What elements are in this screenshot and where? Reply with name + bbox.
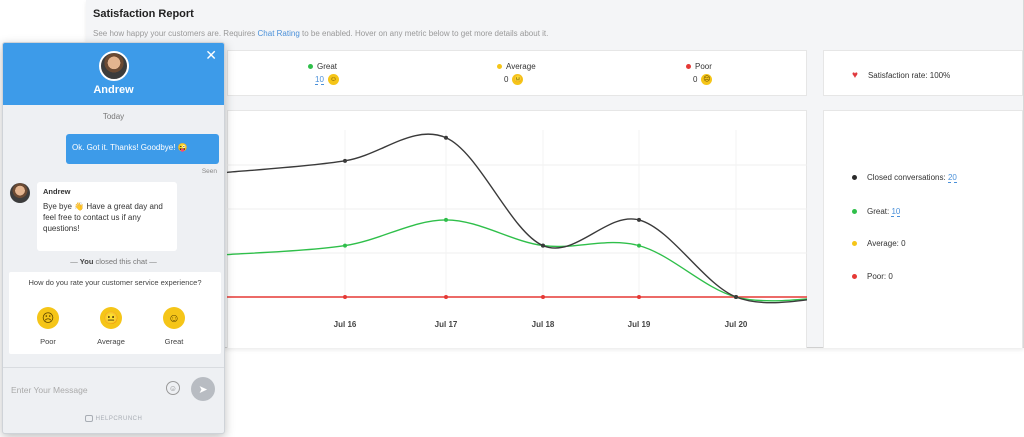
smile-icon: ☺ — [327, 74, 339, 85]
legend-poor[interactable]: Poor: 0 — [852, 272, 893, 281]
closed-dot-icon — [852, 175, 857, 180]
poor-dot-icon — [852, 274, 857, 279]
metric-value[interactable]: 10 — [315, 74, 324, 85]
data-point — [343, 295, 347, 299]
metric-value: 0 — [504, 75, 509, 84]
rate-label: Average — [97, 337, 125, 346]
agent-avatar — [99, 51, 129, 81]
satisfaction-report-panel: Satisfaction Report See how happy your c… — [86, 0, 1024, 348]
metrics-card: Great 10 ☺ Average 0 😐 Poor 0 ☹ — [227, 50, 807, 96]
report-title: Satisfaction Report — [93, 8, 194, 20]
data-point — [444, 217, 448, 222]
data-point — [637, 243, 641, 248]
great-dot-icon — [308, 64, 313, 69]
legend-average[interactable]: Average: 0 — [852, 239, 906, 248]
legend-label: Average: — [867, 239, 899, 248]
incoming-message: Andrew Bye bye 👋 Have a great day and fe… — [37, 182, 177, 251]
x-tick-label: Jul 17 — [435, 320, 458, 329]
rate-average-button[interactable]: 😐 Average — [86, 307, 136, 346]
rating-question: How do you rate your customer service ex… — [28, 278, 202, 287]
rate-label: Great — [164, 337, 184, 346]
data-point — [444, 135, 448, 140]
agent-avatar-small — [10, 183, 30, 203]
average-dot-icon — [497, 64, 502, 69]
metric-label: Great — [317, 62, 338, 71]
helpcrunch-logo-icon — [84, 415, 93, 422]
data-point — [343, 158, 347, 163]
closed-rest: closed this chat — — [93, 257, 157, 266]
x-tick-label: Jul 18 — [532, 320, 555, 329]
send-icon[interactable]: ➤ — [191, 377, 215, 401]
great-dot-icon — [852, 209, 857, 214]
sad-face-icon: ☹ — [37, 307, 59, 329]
legend-value: 0 — [901, 239, 906, 248]
emoji-icon[interactable]: ☺ — [166, 381, 180, 395]
message-sender: Andrew — [43, 187, 71, 196]
poor-dot-icon — [686, 64, 691, 69]
legend-card: Closed conversations: 20 Great: 10 Avera… — [823, 110, 1023, 348]
chat-rating-link[interactable]: Chat Rating — [257, 29, 300, 38]
date-divider: Today — [102, 112, 125, 121]
message-input[interactable] — [11, 381, 161, 399]
rate-label: Satisfaction rate: — [867, 71, 928, 80]
subtitle-text: See how happy your customers are. Requir… — [93, 29, 258, 38]
neutral-face-icon: 😐 — [100, 307, 122, 329]
closed-you: You — [79, 257, 94, 266]
data-point — [734, 295, 738, 299]
legend-value: 0 — [888, 272, 893, 281]
metric-value: 0 — [693, 75, 698, 84]
data-point — [343, 243, 347, 248]
metric-label: Average — [506, 62, 536, 71]
report-subtitle: See how happy your customers are. Requir… — [93, 29, 548, 38]
sad-face-icon: ☹ — [701, 74, 713, 85]
legend-great[interactable]: Great: 10 — [852, 207, 901, 217]
satisfaction-rate-card: ♥ Satisfaction rate: 100% — [823, 50, 1023, 96]
metric-label: Poor — [695, 62, 712, 71]
data-point — [541, 243, 545, 248]
metric-poor[interactable]: Poor 0 ☹ — [686, 62, 713, 85]
chat-closed-notice: — You closed this chat — — [3, 257, 224, 266]
data-point — [541, 295, 545, 299]
rating-card: How do you rate your customer service ex… — [9, 272, 221, 354]
data-point — [637, 217, 641, 222]
seen-status: Seen — [201, 168, 217, 175]
metric-great[interactable]: Great 10 ☺ — [308, 62, 339, 85]
average-dot-icon — [852, 241, 857, 246]
outgoing-message: Ok. Got it. Thanks! Goodbye! 😜 — [66, 134, 219, 164]
metric-average[interactable]: Average 0 😐 — [497, 62, 536, 85]
legend-label: Closed conversations: — [867, 173, 946, 182]
powered-by-text: HELPCRUNCH — [95, 415, 143, 422]
x-tick-label: Jul 20 — [725, 320, 748, 329]
agent-name: Andrew — [93, 84, 134, 96]
data-point — [637, 295, 641, 299]
rate-great-button[interactable]: ☺ Great — [149, 307, 199, 346]
series-line-great — [227, 219, 807, 302]
rate-poor-button[interactable]: ☹ Poor — [23, 307, 73, 346]
message-text: Bye bye 👋 Have a great day and feel free… — [43, 202, 163, 233]
chat-widget: Andrew ✕ Today Ok. Got it. Thanks! Goodb… — [2, 42, 225, 434]
message-composer: ☺ ➤ — [3, 367, 224, 411]
smile-icon: ☺ — [163, 307, 185, 329]
legend-value[interactable]: 20 — [947, 173, 957, 183]
data-point — [444, 295, 448, 299]
chat-header: Andrew ✕ — [3, 43, 224, 105]
rate-label: Poor — [40, 337, 56, 346]
legend-closed-conversations[interactable]: Closed conversations: 20 — [852, 173, 957, 183]
x-tick-label: Jul 19 — [628, 320, 651, 329]
powered-by: HELPCRUNCH — [3, 415, 224, 422]
heart-icon: ♥ — [852, 70, 858, 81]
series-line-closed-conversations — [227, 133, 807, 304]
neutral-face-icon: 😐 — [512, 74, 524, 85]
closed-prefix: — — [70, 257, 80, 266]
close-icon[interactable]: ✕ — [205, 47, 217, 63]
rate-value: 100% — [929, 71, 951, 80]
chart-card — [227, 110, 807, 348]
subtitle-text-end: to be enabled. Hover on any metric below… — [299, 29, 549, 38]
legend-label: Poor: — [867, 272, 887, 281]
x-tick-label: Jul 16 — [334, 320, 357, 329]
legend-label: Great: — [867, 207, 890, 216]
legend-value[interactable]: 10 — [891, 207, 901, 217]
